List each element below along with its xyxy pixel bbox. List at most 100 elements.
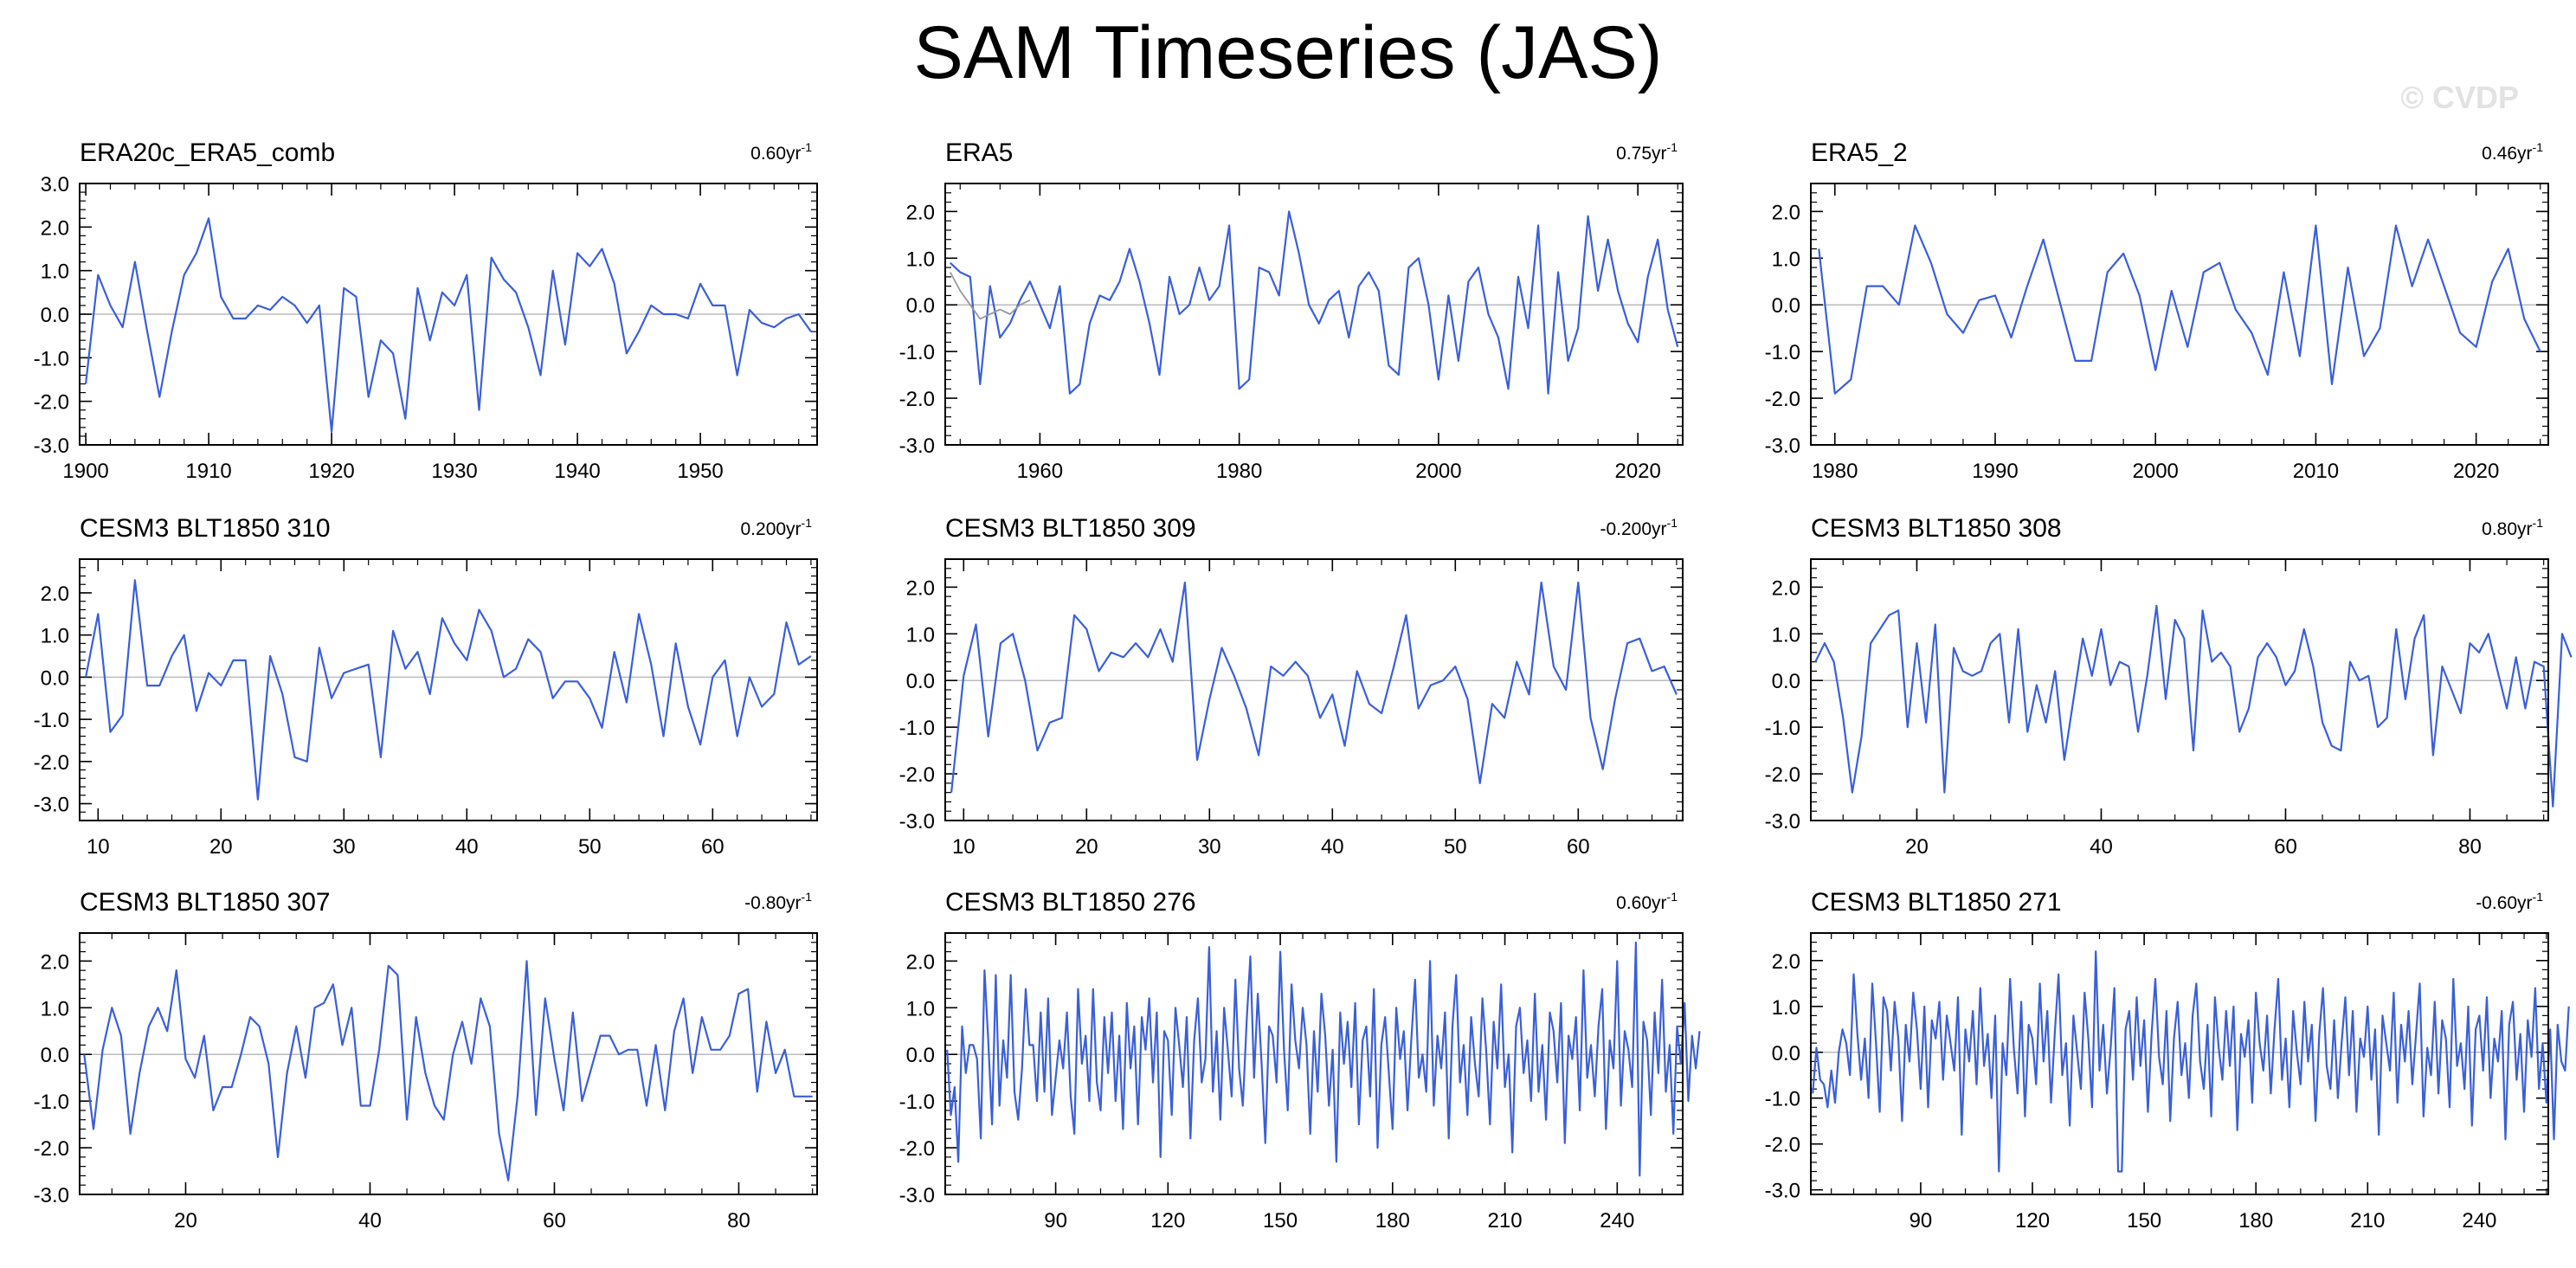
- panel-trend: 0.46yr-1: [2482, 140, 2543, 164]
- y-tick-label: 0.0: [1772, 1042, 1800, 1065]
- x-tick-label: 210: [2350, 1209, 2385, 1233]
- y-tick-label: -1.0: [899, 1091, 935, 1114]
- y-tick-label: -2.0: [899, 388, 935, 411]
- x-tick-label: 1960: [1017, 460, 1063, 483]
- x-tick-label: 180: [2238, 1209, 2273, 1233]
- panel-frame: [944, 558, 1684, 821]
- panel-trend: 0.60yr-1: [750, 140, 812, 164]
- series-line-secondary: [950, 272, 1031, 320]
- panel-0: ERA20c_ERA5_comb 0.60yr-1 3.0 2.0 1.0 0.0 -1.0…: [34, 138, 818, 483]
- x-tick-label: 60: [2274, 835, 2297, 859]
- y-tick-label: -1.0: [34, 347, 69, 370]
- figure-title: SAM Timeseries (JAS): [913, 11, 1663, 94]
- x-tick-label: 1930: [431, 460, 477, 483]
- x-tick-label: 1950: [677, 460, 723, 483]
- y-tick-label: -1.0: [1765, 717, 1800, 740]
- panel-title: CESM3 BLT1850 276: [945, 888, 1196, 917]
- panel-8: CESM3 BLT1850 271 -0.60yr-1 2.0 1.0 0.0 -1.0 -…: [1765, 888, 2570, 1233]
- panel-trend: -0.200yr-1: [1600, 516, 1678, 539]
- y-tick-label: -1.0: [899, 341, 935, 364]
- y-tick-label: 0.0: [41, 1044, 69, 1067]
- y-tick-label: 2.0: [41, 583, 69, 606]
- y-tick-label: -3.0: [899, 810, 935, 834]
- x-tick-label: 40: [2090, 835, 2113, 859]
- trend-value: -0.80yr: [744, 893, 801, 913]
- panel-trend: 0.60yr-1: [1616, 890, 1678, 913]
- x-tick-label: 30: [1198, 835, 1221, 859]
- x-tick-label: 2020: [1614, 460, 1660, 483]
- x-tick-label: 1990: [1972, 460, 2018, 483]
- panel-frame: [944, 932, 1684, 1195]
- series-line: [1812, 950, 2570, 1173]
- x-tick-label: 240: [1600, 1209, 1634, 1233]
- y-tick-label: -3.0: [34, 794, 69, 817]
- x-tick-label: 10: [87, 835, 110, 859]
- trend-value: -0.200yr: [1600, 519, 1667, 539]
- trend-exponent: -1: [802, 516, 813, 530]
- x-tick-label: 50: [1444, 835, 1467, 859]
- trend-value: 0.75yr: [1616, 144, 1666, 164]
- x-tick-label: 50: [578, 835, 602, 859]
- x-tick-label: 150: [2127, 1209, 2161, 1233]
- y-tick-label: 1.0: [906, 248, 935, 271]
- trend-value: -0.60yr: [2476, 893, 2532, 913]
- x-tick-label: 1940: [554, 460, 600, 483]
- trend-exponent: -1: [802, 140, 813, 154]
- y-tick-label: 1.0: [906, 997, 935, 1020]
- x-tick-label: 20: [1905, 835, 1929, 859]
- panel-trend: 0.80yr-1: [2482, 516, 2543, 539]
- x-tick-label: 80: [2458, 835, 2482, 859]
- series-line: [950, 581, 1678, 793]
- y-tick-label: -3.0: [1765, 434, 1800, 458]
- y-tick-label: -1.0: [1765, 1088, 1800, 1111]
- x-tick-label: 90: [1909, 1209, 1933, 1233]
- x-tick-label: 1920: [308, 460, 354, 483]
- panel-frame: [79, 183, 818, 446]
- y-tick-label: -2.0: [899, 1137, 935, 1161]
- y-tick-label: -2.0: [34, 751, 69, 775]
- series-line: [85, 579, 812, 801]
- trend-value: 0.80yr: [2482, 519, 2532, 539]
- panel-frame: [1810, 183, 2549, 446]
- series-line: [946, 941, 1701, 1177]
- y-tick-label: 0.0: [41, 666, 69, 690]
- x-tick-label: 40: [1321, 835, 1344, 859]
- x-tick-label: 1980: [1812, 460, 1858, 483]
- cvdp-watermark: © CVDP: [2400, 80, 2519, 115]
- panel-trend: 0.200yr-1: [741, 516, 813, 539]
- y-tick-label: 0.0: [1772, 294, 1800, 318]
- trend-value: 0.60yr: [1616, 893, 1666, 913]
- y-tick-label: -1.0: [899, 717, 935, 740]
- y-tick-label: 2.0: [1772, 576, 1800, 600]
- trend-value: 0.200yr: [741, 519, 802, 539]
- x-tick-label: 60: [543, 1209, 566, 1233]
- panel-trend: -0.80yr-1: [744, 890, 812, 913]
- x-tick-label: 20: [209, 835, 233, 859]
- y-tick-label: 1.0: [1772, 248, 1800, 271]
- trend-exponent: -1: [2533, 516, 2544, 530]
- panel-frame: [79, 932, 818, 1195]
- y-tick-label: 2.0: [41, 216, 69, 240]
- x-tick-label: 10: [952, 835, 976, 859]
- x-tick-label: 210: [1488, 1209, 1523, 1233]
- panel-frame: [79, 558, 818, 821]
- y-tick-label: 3.0: [41, 173, 69, 196]
- y-tick-label: -3.0: [899, 1184, 935, 1207]
- trend-value: 0.60yr: [750, 144, 801, 164]
- x-tick-label: 60: [701, 835, 724, 859]
- series-line: [1814, 604, 2573, 808]
- x-tick-label: 2020: [2453, 460, 2499, 483]
- panel-5: CESM3 BLT1850 308 0.80yr-1 2.0 1.0 0.0 -1.0 -2…: [1765, 514, 2573, 859]
- series-line: [1818, 224, 2541, 395]
- x-tick-label: 120: [1150, 1209, 1185, 1233]
- x-tick-label: 180: [1375, 1209, 1410, 1233]
- y-tick-label: 2.0: [1772, 201, 1800, 224]
- y-tick-label: 2.0: [906, 576, 935, 600]
- x-tick-label: 240: [2462, 1209, 2496, 1233]
- y-tick-label: 0.0: [906, 294, 935, 318]
- x-tick-label: 2010: [2293, 460, 2339, 483]
- y-tick-label: -1.0: [34, 709, 69, 732]
- trend-exponent: -1: [1667, 890, 1678, 904]
- series-line: [950, 210, 1679, 395]
- panel-title: ERA20c_ERA5_comb: [80, 138, 335, 167]
